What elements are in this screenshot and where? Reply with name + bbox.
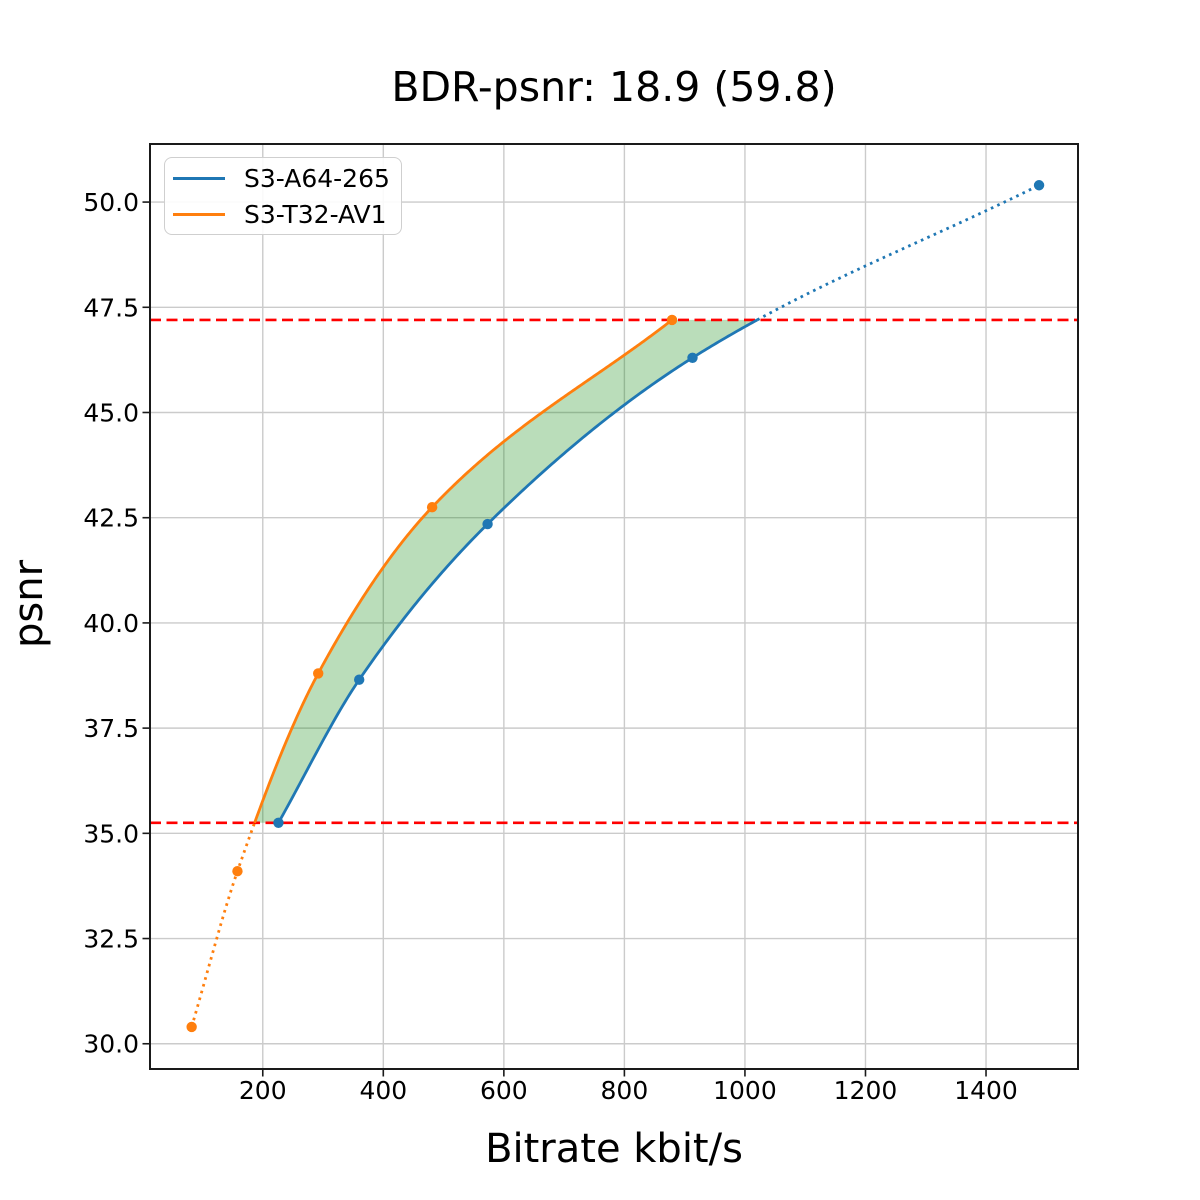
legend-item: S3-A64-265 (173, 162, 391, 194)
data-point-S3-A64-265 (273, 817, 284, 829)
y-tick-label: 45.0 (83, 398, 139, 427)
data-point-S3-T32-AV1 (426, 501, 438, 513)
legend: S3-A64-265 S3-T32-AV1 (164, 157, 402, 235)
y-axis-label-text: psnr (6, 559, 52, 649)
x-tick-label: 1000 (713, 1076, 777, 1105)
data-point-S3-T32-AV1 (232, 866, 243, 877)
y-tick-label: 40.0 (83, 609, 139, 638)
data-point-S3-T32-AV1 (666, 314, 678, 326)
data-point-S3-A64-265 (1033, 180, 1045, 191)
x-tick-label: 200 (239, 1076, 287, 1105)
y-tick-label: 30.0 (83, 1030, 139, 1059)
legend-line-swatch (173, 212, 225, 216)
y-tick-label: 37.5 (83, 714, 139, 743)
legend-item: S3-T32-AV1 (173, 198, 391, 230)
chart-title: BDR-psnr: 18.9 (59.8) (391, 63, 837, 111)
series-curve-S3-T32-AV1 (253, 318, 673, 824)
data-point-S3-T32-AV1 (313, 668, 324, 679)
x-tick-label: 400 (359, 1076, 407, 1105)
x-tick-label: 600 (480, 1076, 528, 1105)
legend-line-swatch (173, 176, 225, 180)
series-curve-S3-A64-265 (277, 318, 758, 824)
x-tick-label: 800 (601, 1076, 649, 1105)
series-curve-S3-T32-AV1 (190, 822, 256, 1028)
bd-shaded-region (254, 319, 758, 823)
data-point-S3-A64-265 (687, 352, 698, 363)
data-point-S3-A64-265 (482, 518, 493, 530)
data-point-S3-A64-265 (354, 674, 365, 685)
data-point-S3-T32-AV1 (186, 1021, 197, 1033)
x-tick-label: 1400 (954, 1076, 1018, 1105)
x-axis-label: Bitrate kbit/s (485, 1126, 743, 1172)
y-tick-label: 32.5 (83, 925, 139, 954)
axes-border (149, 143, 1079, 1070)
legend-label: S3-T32-AV1 (244, 199, 387, 229)
series-curve-S3-A64-265 (756, 183, 1040, 322)
y-tick-label: 47.5 (83, 293, 139, 322)
x-tick-label: 1200 (834, 1076, 898, 1105)
legend-label: S3-A64-265 (244, 163, 390, 193)
y-tick-label: 50.0 (83, 188, 139, 217)
y-tick-label: 35.0 (83, 819, 139, 848)
y-tick-label: 42.5 (83, 504, 139, 533)
